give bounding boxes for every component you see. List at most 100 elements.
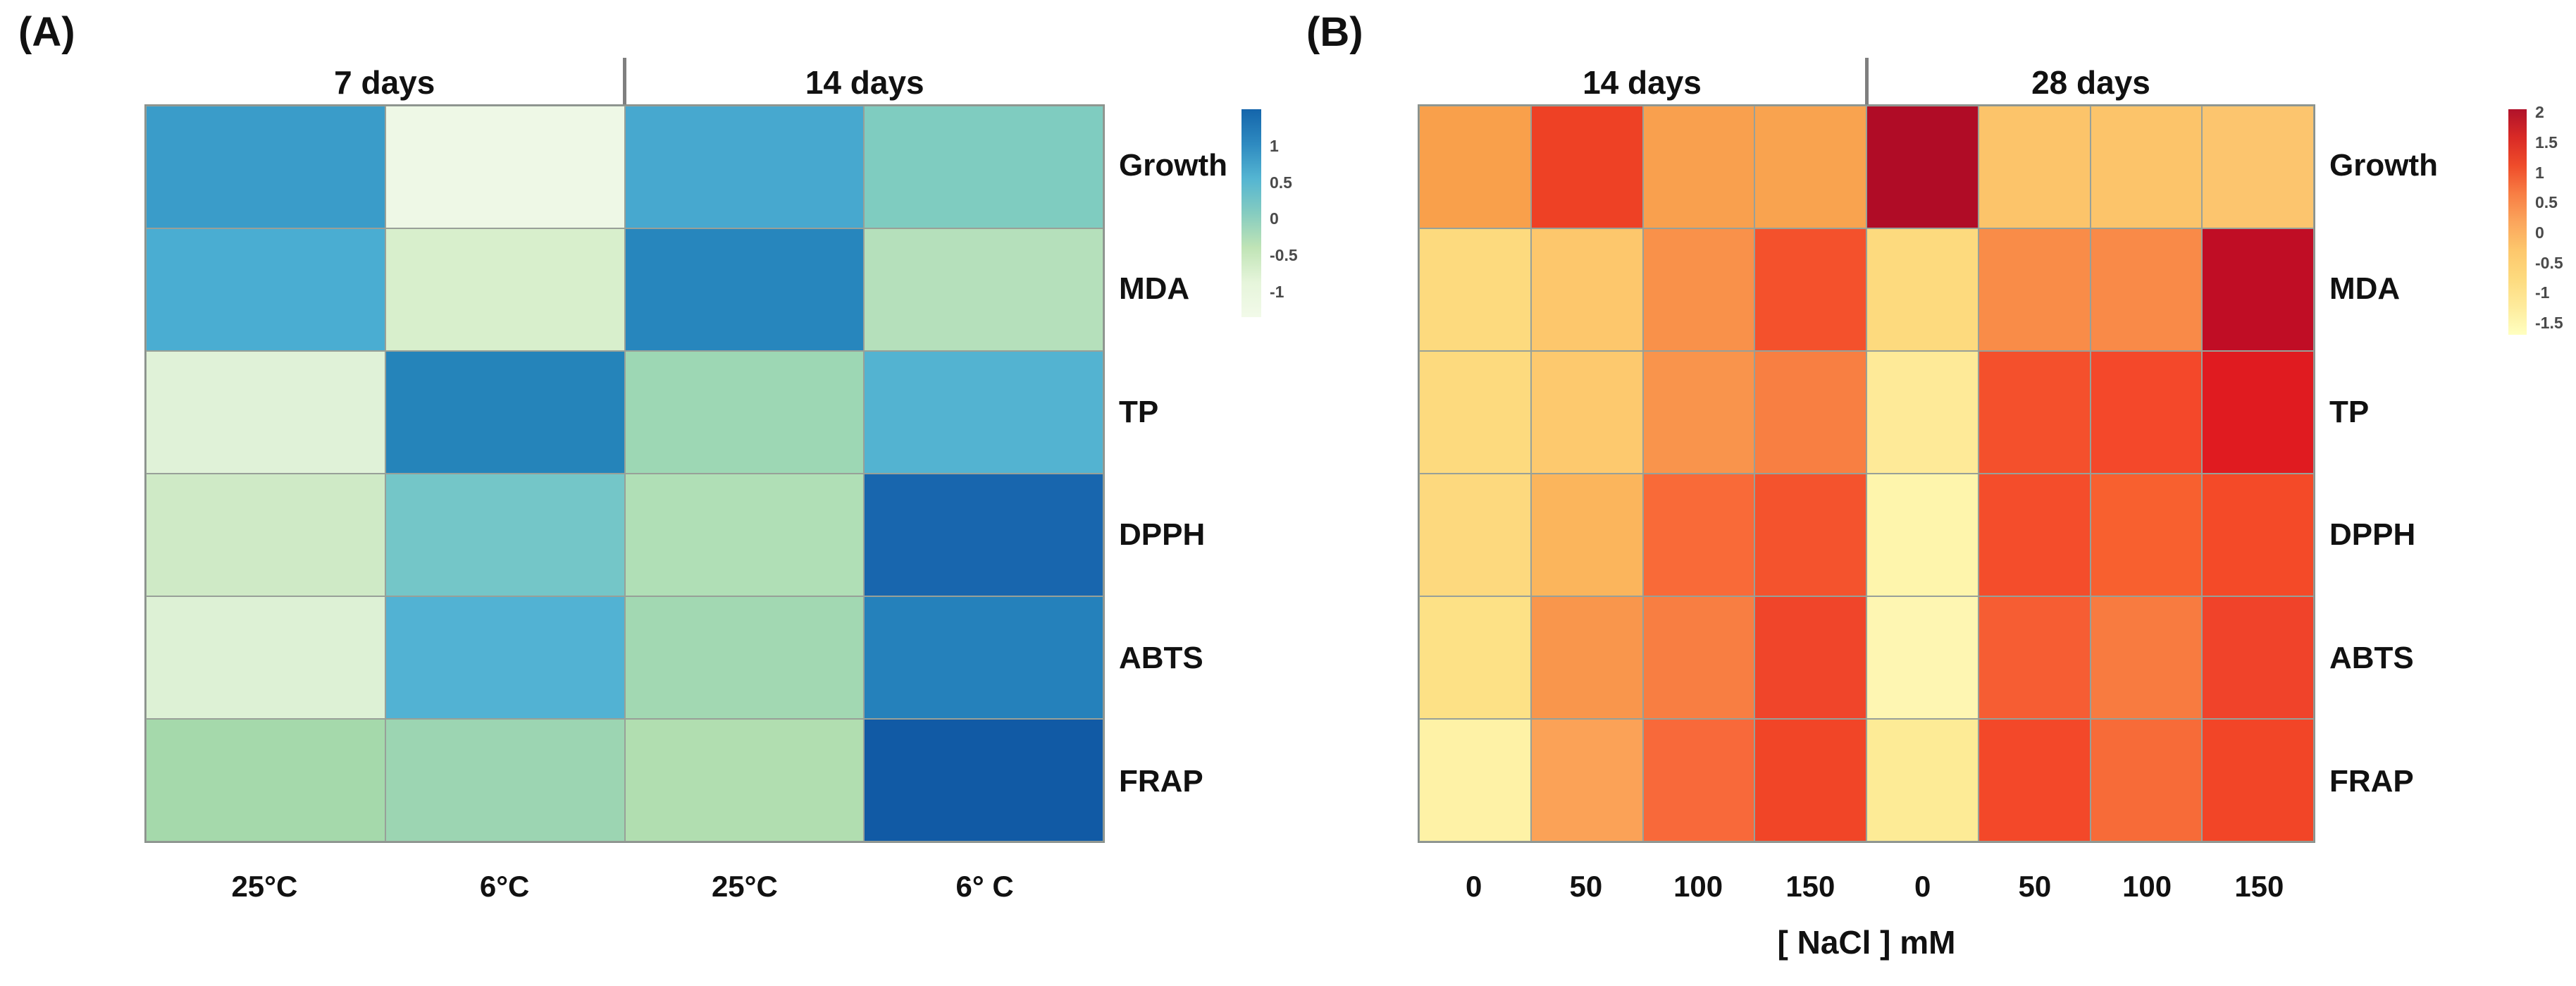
col-label: 0	[1465, 870, 1482, 903]
heatmap-cell	[1866, 719, 1979, 842]
col-label: 6° C	[955, 870, 1014, 903]
heatmap-cell	[1530, 351, 1643, 474]
heatmap-cell	[1978, 106, 2091, 228]
heatmap-cell	[624, 351, 865, 474]
heatmap-cell	[1419, 106, 1531, 228]
heatmap-cell	[385, 719, 625, 842]
heatmap-cell	[1978, 474, 2091, 596]
heatmap-cell	[1754, 596, 1866, 719]
group-header-left: 7 days	[334, 64, 435, 101]
heatmap-cell	[1866, 228, 1979, 351]
colorbar-tick-label: 1	[1270, 136, 1279, 155]
row-label-tp: TP	[1119, 394, 1159, 429]
col-label: 100	[1673, 870, 1723, 903]
colorbar-gradient	[2508, 109, 2527, 335]
row-label-abts: ABTS	[2329, 641, 2414, 675]
heatmap-cell	[1419, 596, 1531, 719]
heatmap-cell	[1530, 719, 1643, 842]
heatmap-cell	[2090, 106, 2203, 228]
heatmap-cell	[1866, 474, 1979, 596]
row-label-dpph: DPPH	[1119, 517, 1206, 553]
heatmap-cell	[864, 228, 1103, 351]
panel-b-label: (B)	[1306, 9, 1363, 55]
row-label-tp: TP	[2329, 394, 2370, 429]
colorbar-tick-label: -1.5	[2535, 313, 2563, 332]
heatmap-cell	[1642, 351, 1755, 474]
group-divider	[1865, 58, 1869, 104]
heatmap-cell	[624, 596, 865, 719]
panel-a-label: (A)	[18, 9, 75, 55]
row-label-growth: Growth	[1119, 148, 1227, 183]
heatmap-grid	[144, 104, 1105, 843]
heatmap-cell	[864, 474, 1103, 596]
heatmap-cell	[2090, 351, 2203, 474]
heatmap-cell	[2202, 596, 2314, 719]
colorbar-tick-label: 2	[2535, 103, 2544, 122]
col-label: 150	[2234, 870, 2284, 903]
heatmap-cell	[2090, 719, 2203, 842]
heatmap-cell	[2090, 474, 2203, 596]
colorbar	[1241, 109, 1261, 317]
row-label-mda: MDA	[2329, 271, 2401, 306]
heatmap-cell	[1866, 106, 1979, 228]
heatmap-cell	[2202, 719, 2314, 842]
heatmap-cell	[1419, 228, 1531, 351]
row-label-frap: FRAP	[2329, 763, 2414, 799]
row-label-growth: Growth	[2329, 148, 2438, 183]
heatmap-cell	[1754, 474, 1866, 596]
heatmap-cell	[1754, 351, 1866, 474]
group-header-right: 28 days	[2031, 64, 2150, 101]
heatmap-cell	[1642, 719, 1755, 842]
heatmap-cell	[146, 351, 385, 474]
heatmap-cell	[1530, 596, 1643, 719]
heatmap-cell	[2202, 474, 2314, 596]
heatmap-cell	[146, 228, 385, 351]
heatmap-cell	[1642, 596, 1755, 719]
col-label: 100	[2122, 870, 2172, 903]
heatmap-cell	[1978, 228, 2091, 351]
colorbar-tick-label: -0.5	[1270, 246, 1298, 265]
heatmap-cell	[864, 106, 1103, 228]
x-axis-title: [ NaCl ] mM	[1777, 924, 1956, 961]
colorbar	[2508, 109, 2527, 335]
colorbar-tick-label: 0	[2535, 223, 2544, 242]
heatmap-cell	[1642, 106, 1755, 228]
heatmap-cell	[864, 351, 1103, 474]
heatmap-cell	[1866, 596, 1979, 719]
heatmap-cell	[1419, 474, 1531, 596]
heatmap-cell	[385, 106, 625, 228]
row-label-dpph: DPPH	[2329, 517, 2416, 553]
colorbar-tick-label: 0	[1270, 209, 1279, 228]
heatmap-cell	[2202, 228, 2314, 351]
col-label: 50	[1569, 870, 1603, 903]
heatmap-cell	[385, 474, 625, 596]
heatmap-cell	[1754, 106, 1866, 228]
group-header-right: 14 days	[805, 64, 924, 101]
heatmap-cell	[385, 351, 625, 474]
heatmap-cell	[624, 719, 865, 842]
colorbar-tick-label: -0.5	[2535, 253, 2563, 272]
heatmap-cell	[624, 228, 865, 351]
heatmap-cell	[146, 719, 385, 842]
heatmap-cell	[2090, 596, 2203, 719]
col-label: 50	[2018, 870, 2052, 903]
heatmap-cell	[1419, 351, 1531, 474]
group-header-left: 14 days	[1583, 64, 1702, 101]
col-label: 25°C	[231, 870, 298, 903]
col-label: 0	[1914, 870, 1931, 903]
heatmap-cell	[1978, 596, 2091, 719]
heatmap-cell	[1866, 351, 1979, 474]
colorbar-tick-label: 0.5	[1270, 173, 1292, 192]
colorbar-tick-label: 1	[2535, 163, 2544, 182]
col-label: 150	[1785, 870, 1835, 903]
row-label-abts: ABTS	[1119, 641, 1203, 675]
heatmap-cell	[1754, 719, 1866, 842]
heatmap-cell	[1642, 474, 1755, 596]
heatmap-grid	[1418, 104, 2315, 843]
heatmap-cell	[1978, 719, 2091, 842]
heatmap-cell	[1530, 106, 1643, 228]
heatmap-cell	[146, 106, 385, 228]
row-label-mda: MDA	[1119, 271, 1190, 306]
